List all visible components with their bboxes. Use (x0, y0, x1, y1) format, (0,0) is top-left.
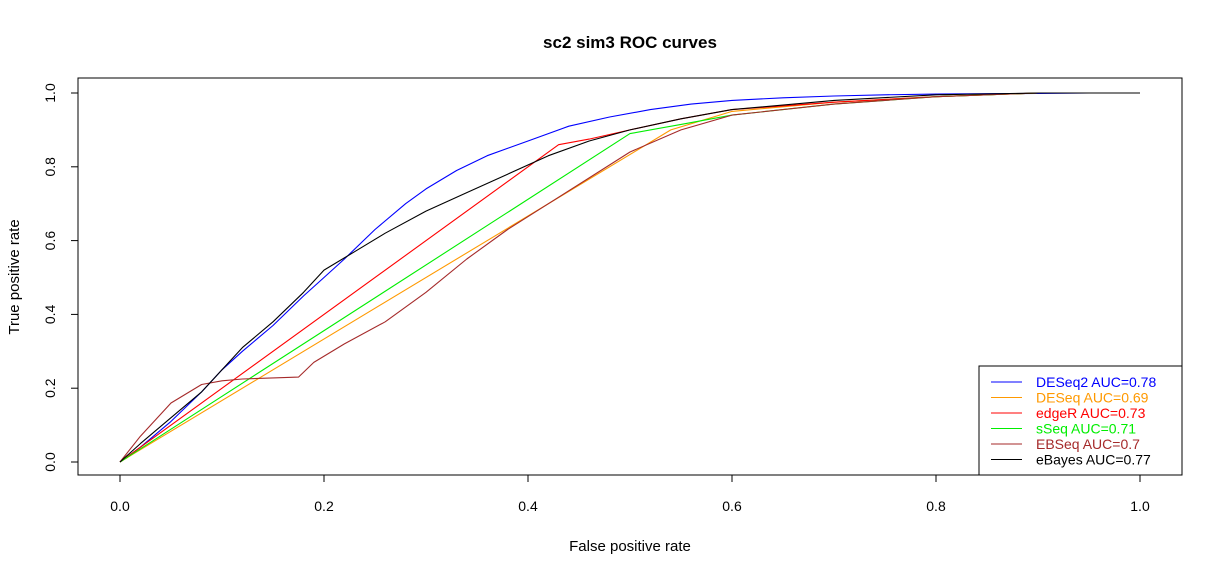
x-tick-label: 0.6 (722, 498, 742, 514)
x-axis-label: False positive rate (569, 538, 691, 555)
y-axis-label: True positive rate (6, 219, 23, 334)
x-tick-label: 0.0 (110, 498, 130, 514)
legend-entry: DESeq2 AUC=0.78 (1036, 374, 1156, 390)
legend-entry: sSeq AUC=0.71 (1036, 421, 1136, 437)
y-tick-label: 0.0 (42, 452, 58, 472)
x-tick-label: 0.4 (518, 498, 538, 514)
x-axis: 0.0 0.2 0.4 0.6 0.8 1.0 (110, 474, 1150, 514)
chart-title: sc2 sim3 ROC curves (543, 33, 717, 52)
series-line-5 (119, 92, 1140, 463)
y-tick-label: 0.6 (42, 231, 58, 251)
legend-entry: edgeR AUC=0.73 (1036, 405, 1146, 421)
y-tick-label: 0.8 (42, 157, 58, 177)
x-tick-label: 0.2 (314, 498, 334, 514)
series-line-4 (119, 92, 1140, 463)
y-tick-label: 1.0 (42, 83, 58, 103)
legend-entry: EBSeq AUC=0.7 (1036, 436, 1140, 452)
legend-box (978, 365, 1183, 476)
legend-entry: eBayes AUC=0.77 (1036, 452, 1151, 468)
x-tick-label: 1.0 (1130, 498, 1150, 514)
y-axis: 0.0 0.2 0.4 0.6 0.8 1.0 (42, 83, 79, 472)
series-layer (119, 92, 1140, 463)
x-tick-label: 0.8 (926, 498, 946, 514)
legend-entry: DESeq AUC=0.69 (1036, 390, 1149, 406)
y-tick-label: 0.2 (42, 378, 58, 398)
y-tick-label: 0.4 (42, 304, 58, 324)
series-line-0 (119, 92, 1140, 463)
